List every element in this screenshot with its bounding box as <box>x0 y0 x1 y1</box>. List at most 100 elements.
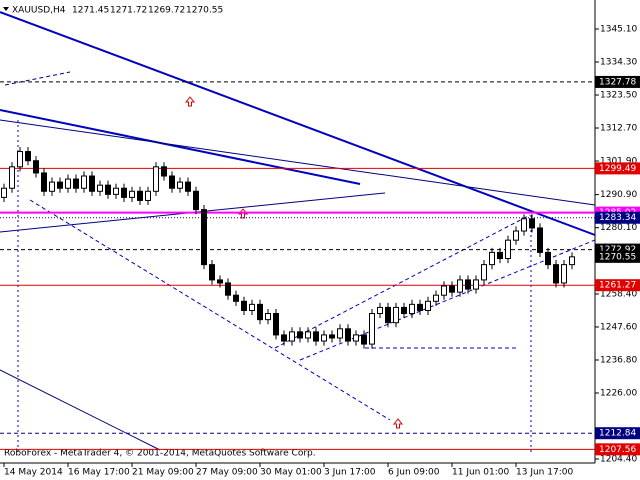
candle-body <box>265 313 271 321</box>
candle-body <box>377 306 383 315</box>
y-tick-label: 1334.30 <box>600 58 637 68</box>
trend-line <box>0 109 361 185</box>
candle-body <box>1 187 7 198</box>
header-high: 1271.72 <box>110 6 147 16</box>
candle-body <box>153 166 159 192</box>
trend-lines <box>0 11 596 455</box>
candle-body <box>9 166 15 189</box>
candle-body <box>57 181 63 189</box>
candle-body <box>417 303 423 311</box>
trend-line <box>0 369 161 451</box>
x-tick-label: 30 May 01:00 <box>260 468 322 478</box>
y-tick-label: 1236.80 <box>600 355 637 365</box>
candle-body <box>505 239 511 260</box>
candle-body <box>49 181 55 192</box>
x-tick-label: 27 May 09:00 <box>196 468 258 478</box>
candle-body <box>177 181 183 189</box>
candle-body <box>129 190 135 198</box>
candle-body <box>465 279 471 290</box>
candle-body <box>257 303 263 321</box>
level-label-box <box>595 427 640 440</box>
candle-body <box>393 306 399 324</box>
y-tick-label: 1345.10 <box>600 25 637 35</box>
candle-body <box>273 313 279 336</box>
candle-body <box>569 256 575 266</box>
candle-body <box>449 285 455 293</box>
level-label-box <box>595 250 640 263</box>
y-tick-label: 1323.50 <box>600 91 637 101</box>
candle-body <box>337 328 343 339</box>
channel-line <box>274 214 531 349</box>
copyright: RoboForex - MetaTrader 4, © 2001-2014, M… <box>4 449 316 459</box>
x-tick-label: 6 Jun 09:00 <box>388 468 440 478</box>
level-label: 1272.92 <box>599 245 636 255</box>
level-label-box <box>595 279 640 292</box>
level-label: 1270.55 <box>599 252 636 262</box>
candle-body <box>209 264 215 281</box>
candle-body <box>361 334 367 345</box>
candle-body <box>73 178 79 189</box>
up-arrow <box>392 418 404 429</box>
level-label: 1283.34 <box>599 213 636 223</box>
candle-body <box>537 227 543 253</box>
candle-body <box>489 251 495 266</box>
candle-body <box>329 334 335 339</box>
x-tick-label: 16 May 17:00 <box>68 468 130 478</box>
x-tick-label: 21 May 09:00 <box>132 468 194 478</box>
trend-line <box>0 11 596 236</box>
candle-body <box>161 166 167 177</box>
candle-body <box>145 190 151 201</box>
x-tick-label: 3 Jun 17:00 <box>324 468 376 478</box>
candle-body <box>105 184 111 195</box>
candle-body <box>457 279 463 293</box>
menu-icon[interactable] <box>3 7 9 11</box>
y-tick-label: 1301.90 <box>600 157 637 167</box>
candle-body <box>121 187 127 198</box>
candle-body <box>545 251 551 266</box>
candle-body <box>521 218 527 232</box>
y-tick-label: 1247.60 <box>600 322 637 332</box>
candle-body <box>297 331 303 339</box>
candle-body <box>409 303 415 315</box>
level-label: 1327.78 <box>599 77 636 87</box>
level-label: 1299.49 <box>599 164 636 174</box>
trend-line <box>0 119 596 206</box>
candle-body <box>433 294 439 302</box>
level-label-box <box>595 443 640 456</box>
candle-body <box>241 300 247 311</box>
channel-line <box>29 199 391 421</box>
symbol-title: XAUUSD,H4 <box>12 6 66 16</box>
candle-body <box>201 209 207 266</box>
candle-body <box>321 334 327 342</box>
candle-body <box>369 313 375 345</box>
y-tick-label: 1312.70 <box>600 124 637 134</box>
y-tick-label: 1280.10 <box>600 223 637 233</box>
y-tick-label: 1204.40 <box>600 454 637 464</box>
candle-body <box>81 175 87 189</box>
candle-body <box>217 279 223 284</box>
level-label-box <box>595 75 640 88</box>
candle-body <box>425 300 431 311</box>
y-tick-label: 1226.00 <box>600 388 637 398</box>
level-label-box <box>595 211 640 224</box>
candle-body <box>233 294 239 302</box>
candle-body <box>513 230 519 241</box>
candle-body <box>89 175 95 192</box>
level-label-box <box>595 162 640 175</box>
level-label: 1207.56 <box>599 445 636 455</box>
candle-body <box>529 218 535 229</box>
candle-body <box>441 285 447 296</box>
candle-body <box>97 184 103 192</box>
candle-body <box>113 187 119 195</box>
candle-body <box>17 151 23 168</box>
candle-body <box>25 151 31 162</box>
candle-body <box>65 178 71 189</box>
candle-body <box>473 279 479 290</box>
candle-body <box>225 282 231 296</box>
candle-body <box>305 331 311 339</box>
candle-body <box>41 172 47 192</box>
y-tick-label: 1258.40 <box>600 289 637 299</box>
candle-body <box>289 331 295 342</box>
